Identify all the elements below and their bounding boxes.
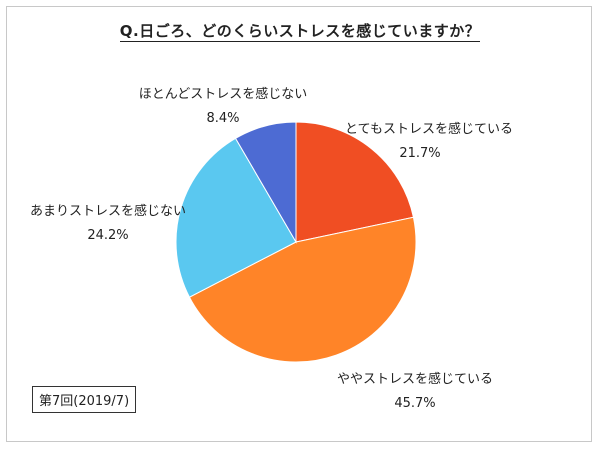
label-hardly-stressed-name: ほとんどストレスを感じない bbox=[138, 87, 308, 102]
slice-not-very-stressed bbox=[175, 137, 297, 298]
label-hardly-stressed: ほとんどストレスを感じない 8.4% bbox=[138, 83, 308, 131]
label-hardly-stressed-value: 8.4% bbox=[206, 111, 240, 126]
label-not-very-stressed: あまりストレスを感じない 24.2% bbox=[28, 200, 188, 248]
label-very-stressed-name: とてもストレスを感じている bbox=[345, 122, 513, 137]
label-not-very-stressed-name: あまりストレスを感じない bbox=[29, 204, 186, 219]
label-somewhat-stressed-value: 45.7% bbox=[394, 396, 436, 411]
label-not-very-stressed-value: 24.2% bbox=[87, 228, 129, 243]
label-very-stressed-value: 21.7% bbox=[399, 146, 441, 161]
slice-somewhat-stressed bbox=[188, 216, 417, 363]
label-somewhat-stressed: ややストレスを感じている 45.7% bbox=[325, 368, 505, 416]
chart-title: Q.日ごろ、どのくらいストレスを感じていますか？ bbox=[0, 20, 600, 42]
pie-slices bbox=[175, 121, 417, 363]
label-somewhat-stressed-name: ややストレスを感じている bbox=[336, 372, 493, 387]
survey-round-note: 第7回(2019/7) bbox=[32, 386, 137, 413]
chart-title-text: Q.日ごろ、どのくらいストレスを感じていますか？ bbox=[119, 22, 481, 42]
slice-very-stressed bbox=[295, 121, 415, 243]
slice-hardly-stressed bbox=[234, 121, 297, 244]
label-very-stressed: とてもストレスを感じている 21.7% bbox=[345, 118, 513, 166]
